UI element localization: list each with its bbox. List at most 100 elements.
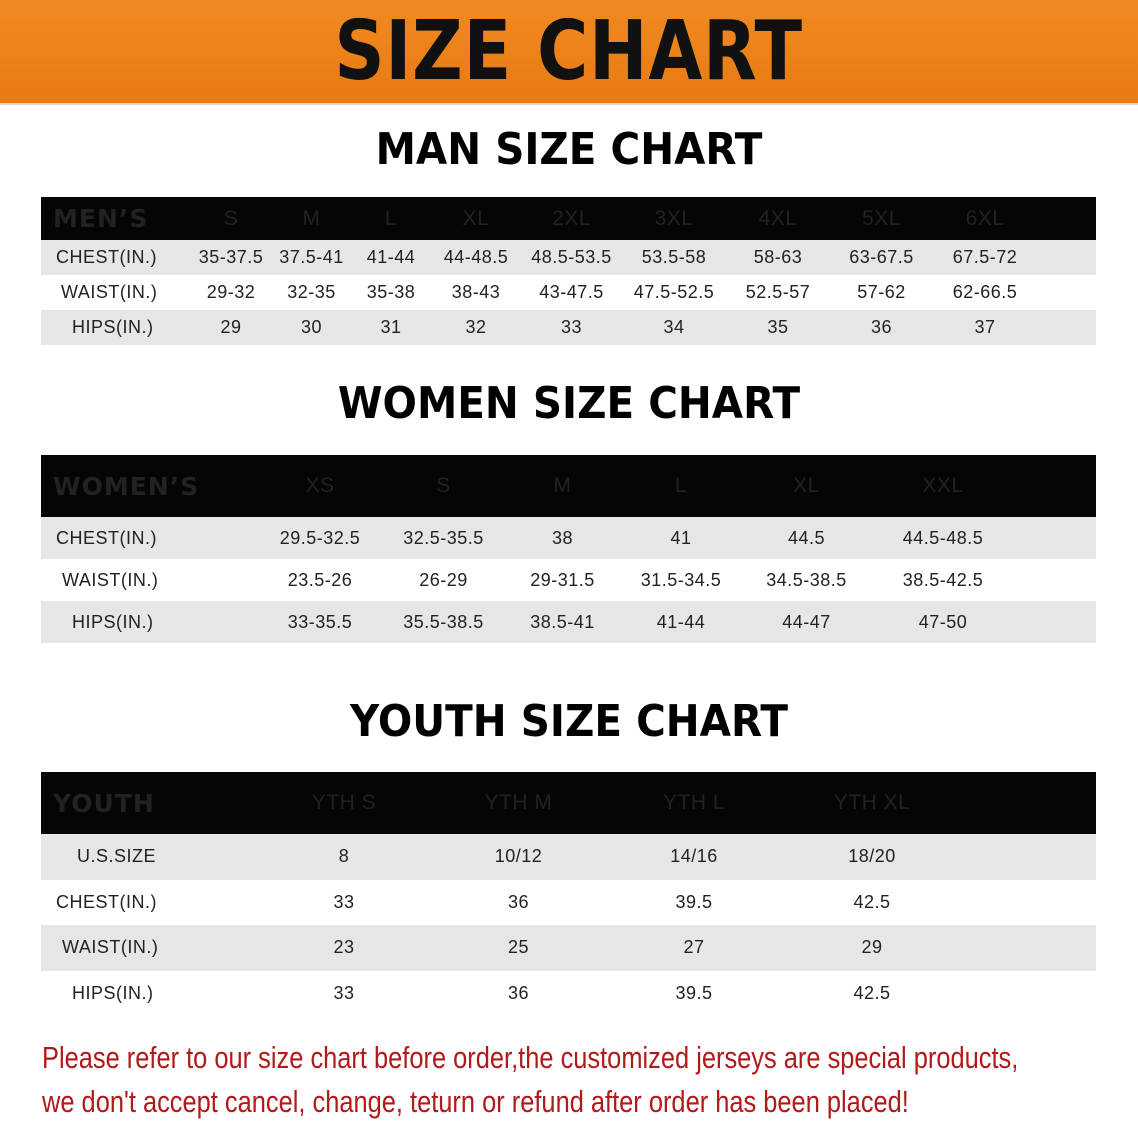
table-row: CHEST(IN.) 35-37.5 37.5-41 41-44 44-48.5 48.5… [41,240,1096,275]
table-cell: 27 [683,937,705,958]
table-title-cell: MEN’S [53,204,149,233]
women-size-table: WOMEN’S XS S M L XL XXL CHEST(IN.) 29.5-32.5 32.5… [41,455,1096,643]
table-cell: 38-43 [451,282,501,302]
size-header: YTH L [662,791,725,814]
table-cell: 23.5-26 [287,569,353,590]
row-label: CHEST(IN.) [56,891,157,912]
table-title-cell: WOMEN’S [53,471,200,501]
table-cell: 36 [870,317,893,337]
size-header: YTH S [311,791,377,814]
notice-line-2: we don't accept cancel, change, teturn o… [42,1084,909,1119]
table-cell: 35 [767,317,789,337]
size-header: 5XL [862,206,901,230]
row-label: U.S.SIZE [77,846,157,867]
table-cell: 34.5-38.5 [766,569,847,590]
row-label: HIPS(IN.) [72,982,154,1003]
table-cell: 32.5-35.5 [403,527,484,548]
table-cell: 58-63 [753,247,803,267]
size-header: XL [793,474,820,497]
table-cell: 37 [974,317,996,337]
table-cell: 53.5-58 [641,247,707,267]
table-cell: 47.5-52.5 [633,282,715,302]
size-header: L [674,474,688,497]
table-cell: 44-47 [782,611,831,632]
table-cell: 57-62 [857,282,906,302]
size-header: YTH XL [833,791,911,814]
table-cell: 67.5-72 [952,247,1018,267]
table-cell: 30 [300,317,323,337]
table-cell: 33 [560,317,583,337]
table-cell: 18/20 [848,846,896,867]
table-cell: 36 [507,982,530,1003]
table-cell: 47-50 [918,611,968,632]
men-section-title: MAN SIZE CHART [375,124,763,175]
table-cell: 38.5-41 [530,611,595,632]
table-header-row: MEN’S S M L XL 2XL 3XL 4XL 5XL 6XL [41,197,1096,240]
table-cell: 29-32 [206,282,256,302]
size-header: YTH M [484,791,553,814]
table-row: WAIST(IN.) 23.5-26 26-29 29-31.5 31.5-34.5 34… [41,559,1096,601]
table-row: WAIST(IN.) 23 25 27 29 [41,925,1096,971]
youth-section-title: YOUTH SIZE CHART [350,696,788,747]
table-cell: 23 [333,937,355,958]
size-header: L [384,206,398,230]
table-cell: 33-35.5 [287,611,353,632]
row-label: CHEST(IN.) [56,247,157,267]
table-cell: 41 [670,527,692,548]
size-header: 6XL [965,206,1005,230]
table-cell: 38 [551,527,574,548]
table-cell: 39.5 [675,982,713,1003]
size-header: 3XL [654,206,694,230]
table-cell: 29.5-32.5 [279,527,361,548]
row-label: HIPS(IN.) [72,317,154,337]
table-cell: 36 [507,891,530,912]
table-cell: 52.5-57 [745,282,811,302]
size-header: XL [462,206,490,230]
row-label: WAIST(IN.) [62,937,159,958]
order-notice: Please refer to our size chart before or… [42,1036,1018,1124]
table-row: HIPS(IN.) 29 30 31 32 33 34 35 36 37 [41,310,1096,345]
size-header: XXL [922,474,964,497]
table-cell: 42.5 [853,982,891,1003]
table-title-cell: YOUTH [53,788,155,818]
table-cell: 29 [861,937,883,958]
youth-size-table: YOUTH YTH S YTH M YTH L YTH XL U.S.SIZE 8 10/12… [41,772,1096,1016]
size-header: XS [305,474,335,497]
table-cell: 32 [465,317,487,337]
table-cell: 26-29 [419,569,468,590]
table-cell: 25 [507,937,530,958]
table-row: CHEST(IN.) 33 36 39.5 42.5 [41,879,1096,925]
banner-title: SIZE CHART [334,3,804,99]
size-header: 4XL [758,206,798,230]
row-label: CHEST(IN.) [56,527,157,548]
row-label: WAIST(IN.) [61,282,158,302]
size-header: M [553,474,572,497]
table-header-row: YOUTH YTH S YTH M YTH L YTH XL [41,772,1096,834]
table-cell: 14/16 [670,846,718,867]
table-cell: 63-67.5 [849,247,914,267]
table-row: HIPS(IN.) 33 36 39.5 42.5 [41,970,1096,1016]
table-cell: 31 [380,317,402,337]
table-cell: 62-66.5 [952,282,1018,302]
table-cell: 41-44 [366,247,416,267]
table-cell: 29-31.5 [530,569,595,590]
table-cell: 29 [220,317,242,337]
table-header-row: WOMEN’S XS S M L XL XXL [41,455,1096,517]
table-cell: 38.5-42.5 [902,569,984,590]
size-header: 2XL [552,206,591,230]
women-section-title: WOMEN SIZE CHART [337,378,801,429]
table-cell: 39.5 [675,891,713,912]
size-header: M [302,206,321,230]
table-row: HIPS(IN.) 33-35.5 35.5-38.5 38.5-41 41-44 44-… [41,601,1096,643]
table-cell: 41-44 [656,611,706,632]
table-cell: 35-37.5 [198,247,264,267]
table-cell: 48.5-53.5 [531,247,612,267]
row-label: HIPS(IN.) [72,611,154,632]
table-cell: 35-38 [366,282,416,302]
table-cell: 33 [333,891,355,912]
table-cell: 10/12 [494,846,543,867]
table-row: U.S.SIZE 8 10/12 14/16 18/20 [41,834,1096,880]
table-cell: 31.5-34.5 [640,569,722,590]
table-cell: 42.5 [853,891,891,912]
table-cell: 44.5-48.5 [902,527,984,548]
